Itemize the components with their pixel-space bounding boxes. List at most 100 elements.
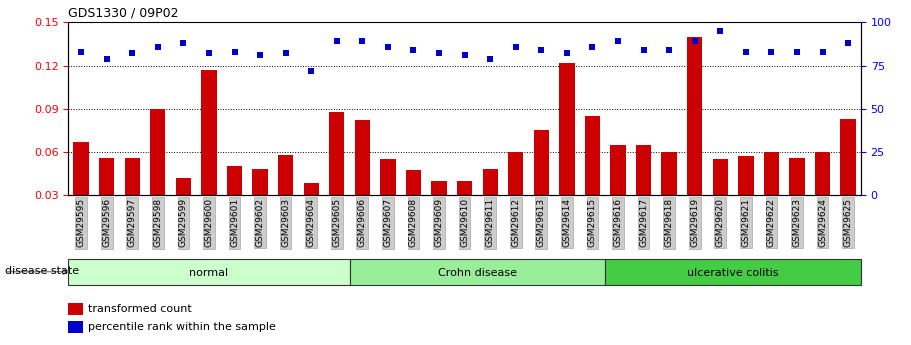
Point bbox=[841, 40, 855, 46]
Point bbox=[201, 51, 216, 56]
Bar bbox=[738, 156, 753, 238]
Point bbox=[534, 47, 548, 53]
Bar bbox=[661, 152, 677, 238]
Point bbox=[330, 39, 344, 44]
Point bbox=[355, 39, 370, 44]
Text: GSM29608: GSM29608 bbox=[409, 198, 418, 247]
Text: GSM29605: GSM29605 bbox=[333, 198, 342, 247]
Text: GSM29614: GSM29614 bbox=[562, 198, 571, 247]
Bar bbox=[559, 63, 575, 238]
Bar bbox=[329, 111, 344, 238]
Text: disease state: disease state bbox=[5, 266, 78, 276]
Text: ulcerative colitis: ulcerative colitis bbox=[687, 268, 779, 278]
Bar bbox=[176, 178, 191, 238]
Bar bbox=[405, 170, 421, 238]
Point bbox=[764, 49, 779, 55]
Point bbox=[739, 49, 753, 55]
Bar bbox=[605, 259, 861, 285]
Text: Crohn disease: Crohn disease bbox=[438, 268, 517, 278]
Text: GSM29599: GSM29599 bbox=[179, 198, 188, 247]
Bar bbox=[150, 109, 166, 238]
Text: GSM29613: GSM29613 bbox=[537, 198, 546, 247]
Text: GSM29600: GSM29600 bbox=[204, 198, 213, 247]
Bar bbox=[763, 152, 779, 238]
Text: GSM29602: GSM29602 bbox=[256, 198, 264, 247]
Text: normal: normal bbox=[189, 268, 229, 278]
Text: GSM29596: GSM29596 bbox=[102, 198, 111, 247]
Point bbox=[279, 51, 293, 56]
Point bbox=[790, 49, 804, 55]
Point bbox=[508, 44, 523, 49]
Text: GSM29606: GSM29606 bbox=[358, 198, 367, 247]
Bar bbox=[74, 142, 88, 238]
Point bbox=[662, 47, 677, 53]
Bar bbox=[68, 322, 83, 333]
Point bbox=[559, 51, 574, 56]
Bar bbox=[534, 130, 549, 238]
Text: percentile rank within the sample: percentile rank within the sample bbox=[88, 322, 276, 332]
Bar bbox=[483, 169, 497, 238]
Point bbox=[125, 51, 139, 56]
Bar bbox=[201, 70, 217, 238]
Point bbox=[636, 47, 650, 53]
Bar bbox=[380, 159, 395, 238]
Point bbox=[585, 44, 599, 49]
Text: GSM29618: GSM29618 bbox=[665, 198, 673, 247]
Bar bbox=[636, 145, 651, 238]
Text: GSM29609: GSM29609 bbox=[435, 198, 444, 247]
Text: transformed count: transformed count bbox=[88, 304, 192, 314]
Bar bbox=[227, 166, 242, 238]
Text: GSM29601: GSM29601 bbox=[230, 198, 239, 247]
Text: GSM29612: GSM29612 bbox=[511, 198, 520, 247]
Text: GDS1330 / 09P02: GDS1330 / 09P02 bbox=[68, 7, 179, 20]
Point bbox=[713, 28, 728, 34]
Bar bbox=[125, 158, 140, 238]
Bar bbox=[432, 180, 446, 238]
Text: GSM29598: GSM29598 bbox=[153, 198, 162, 247]
Bar bbox=[350, 259, 605, 285]
Point bbox=[610, 39, 625, 44]
Text: GSM29623: GSM29623 bbox=[793, 198, 802, 247]
Text: GSM29611: GSM29611 bbox=[486, 198, 495, 247]
Text: GSM29615: GSM29615 bbox=[588, 198, 597, 247]
Bar bbox=[303, 184, 319, 238]
Text: GSM29604: GSM29604 bbox=[307, 198, 316, 247]
Bar bbox=[585, 116, 600, 238]
Bar bbox=[68, 304, 83, 315]
Point bbox=[406, 47, 421, 53]
Point bbox=[688, 39, 702, 44]
Text: GSM29616: GSM29616 bbox=[613, 198, 622, 247]
Point bbox=[457, 52, 472, 58]
Text: GSM29621: GSM29621 bbox=[742, 198, 751, 247]
Point bbox=[483, 56, 497, 61]
Bar bbox=[252, 169, 268, 238]
Text: GSM29622: GSM29622 bbox=[767, 198, 776, 247]
Bar bbox=[508, 152, 524, 238]
Bar bbox=[68, 259, 350, 285]
Bar bbox=[457, 180, 472, 238]
Bar bbox=[354, 120, 370, 238]
Bar bbox=[789, 158, 804, 238]
Text: GSM29595: GSM29595 bbox=[77, 198, 86, 247]
Point bbox=[99, 56, 114, 61]
Point bbox=[227, 49, 241, 55]
Bar bbox=[814, 152, 830, 238]
Text: GSM29619: GSM29619 bbox=[691, 198, 700, 247]
Point bbox=[381, 44, 395, 49]
Text: GSM29624: GSM29624 bbox=[818, 198, 827, 247]
Text: GSM29625: GSM29625 bbox=[844, 198, 853, 247]
Text: GSM29617: GSM29617 bbox=[640, 198, 648, 247]
Bar bbox=[610, 145, 626, 238]
Point bbox=[176, 40, 190, 46]
Point bbox=[150, 44, 165, 49]
Bar bbox=[841, 119, 855, 238]
Text: GSM29607: GSM29607 bbox=[384, 198, 393, 247]
Bar bbox=[99, 158, 115, 238]
Bar bbox=[687, 37, 702, 238]
Point bbox=[252, 52, 267, 58]
Bar bbox=[712, 159, 728, 238]
Text: GSM29610: GSM29610 bbox=[460, 198, 469, 247]
Point bbox=[815, 49, 830, 55]
Bar bbox=[278, 155, 293, 238]
Point bbox=[304, 68, 319, 73]
